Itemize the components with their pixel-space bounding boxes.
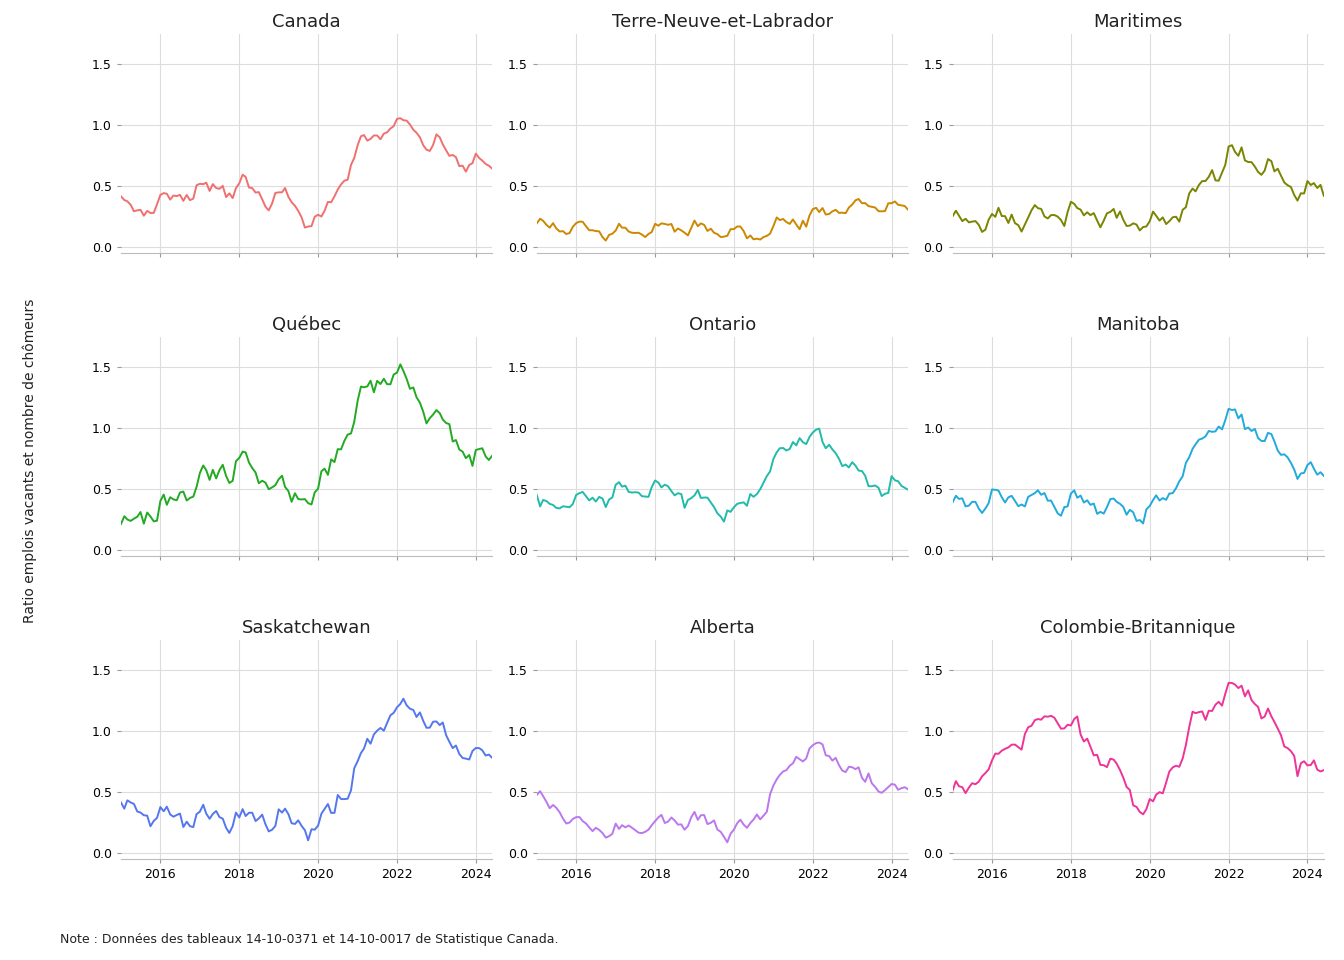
Title: Terre-Neuve-et-Labrador: Terre-Neuve-et-Labrador <box>612 12 833 31</box>
Title: Colombie-Britannique: Colombie-Britannique <box>1040 618 1236 636</box>
Title: Maritimes: Maritimes <box>1094 12 1183 31</box>
Title: Saskatchewan: Saskatchewan <box>242 618 371 636</box>
Text: Note : Données des tableaux 14-10-0371 et 14-10-0017 de Statistique Canada.: Note : Données des tableaux 14-10-0371 e… <box>60 932 559 946</box>
Title: Alberta: Alberta <box>689 618 755 636</box>
Title: Ontario: Ontario <box>688 316 757 334</box>
Title: Québec: Québec <box>271 316 341 334</box>
Title: Canada: Canada <box>273 12 341 31</box>
Title: Manitoba: Manitoba <box>1097 316 1180 334</box>
Text: Ratio emplois vacants et nombre de chômeurs: Ratio emplois vacants et nombre de chôme… <box>23 299 36 623</box>
